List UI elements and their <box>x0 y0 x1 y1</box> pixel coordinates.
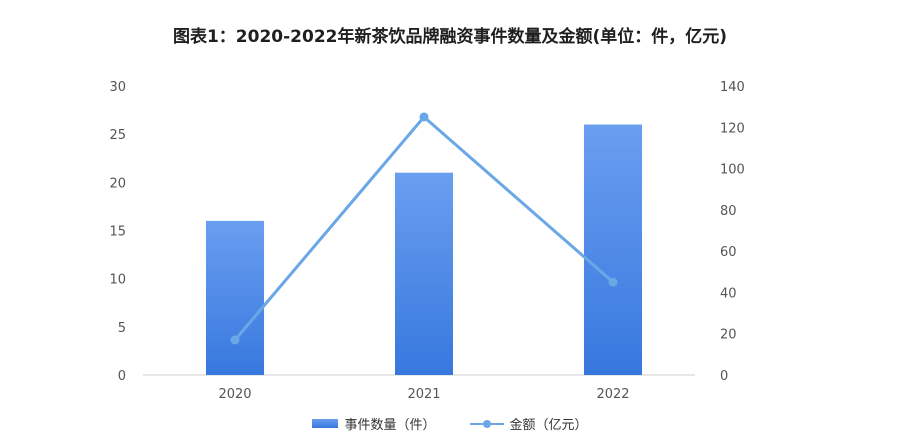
right-tick-label: 60 <box>720 245 737 260</box>
amount-point-2020 <box>230 335 240 345</box>
left-tick-label: 10 <box>109 273 126 288</box>
legend-item-amount: 金额（亿元） <box>469 414 588 433</box>
x-category-label: 2020 <box>218 387 251 402</box>
right-tick-label: 0 <box>720 369 728 384</box>
right-tick-label: 40 <box>720 286 737 301</box>
legend: 事件数量（件） 金额（亿元） <box>0 414 900 433</box>
left-axis-ticks: 0 5 10 15 20 25 30 <box>109 80 126 384</box>
legend-label-count: 事件数量（件） <box>344 418 436 433</box>
bar-2022 <box>584 124 642 376</box>
amount-point-2021 <box>419 112 429 122</box>
right-axis-ticks: 0 20 40 60 80 100 120 140 <box>720 80 745 384</box>
bar-2021 <box>395 172 453 375</box>
left-tick-label: 5 <box>118 321 126 336</box>
right-tick-label: 20 <box>720 328 737 343</box>
right-tick-label: 80 <box>720 204 737 219</box>
left-tick-label: 15 <box>109 225 126 240</box>
bar-2020 <box>206 220 264 375</box>
legend-item-count: 事件数量（件） <box>312 414 436 433</box>
chart-title: 图表1：2020-2022年新茶饮品牌融资事件数量及金额(单位：件，亿元) <box>172 27 728 47</box>
legend-line-swatch <box>469 419 504 429</box>
left-tick-label: 25 <box>109 128 126 143</box>
left-tick-label: 20 <box>109 176 126 191</box>
amount-line-series <box>230 112 618 345</box>
x-category-label: 2022 <box>596 387 629 402</box>
right-tick-label: 140 <box>720 80 745 95</box>
left-tick-label: 0 <box>118 369 126 384</box>
x-category-label: 2021 <box>407 387 440 402</box>
legend-bar-swatch <box>312 419 339 428</box>
legend-label-amount: 金额（亿元） <box>509 418 588 433</box>
x-axis-categories: 2020 2021 2022 <box>218 387 629 402</box>
amount-point-2022 <box>608 277 618 287</box>
right-tick-label: 100 <box>720 163 745 178</box>
bars <box>206 124 642 376</box>
right-tick-label: 120 <box>720 121 745 136</box>
left-tick-label: 30 <box>109 80 126 95</box>
